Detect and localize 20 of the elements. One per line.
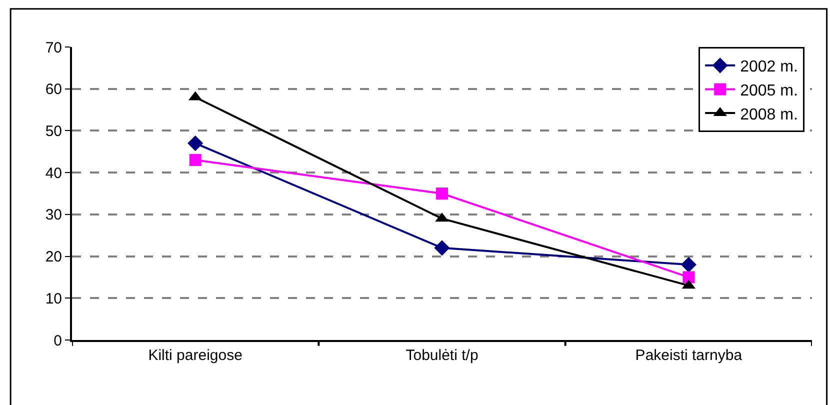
y-tick-label: 40 [45, 164, 62, 182]
y-tick-label: 60 [45, 81, 62, 98]
legend-label: 2005 m. [740, 82, 798, 100]
point [436, 188, 448, 200]
y-tick-label: 30 [45, 206, 62, 224]
y-tick-label: 20 [45, 248, 62, 266]
point [434, 240, 450, 256]
point [189, 154, 202, 166]
y-tick-label: 50 [45, 122, 62, 140]
x-tick-label: Tobulėti t/p [406, 347, 478, 364]
y-tick-label: 10 [45, 290, 62, 308]
legend-label: 2002 m. [740, 58, 798, 76]
point [188, 135, 204, 152]
legend-label: 2008 m. [740, 106, 798, 124]
point [680, 256, 696, 272]
x-tick-label: Pakeisti tarnyba [635, 347, 743, 364]
y-tick-label: 70 [45, 39, 62, 56]
point [682, 271, 695, 284]
y-tick-label: 0 [54, 332, 62, 350]
x-tick-label: Kilti pareigose [148, 347, 242, 364]
